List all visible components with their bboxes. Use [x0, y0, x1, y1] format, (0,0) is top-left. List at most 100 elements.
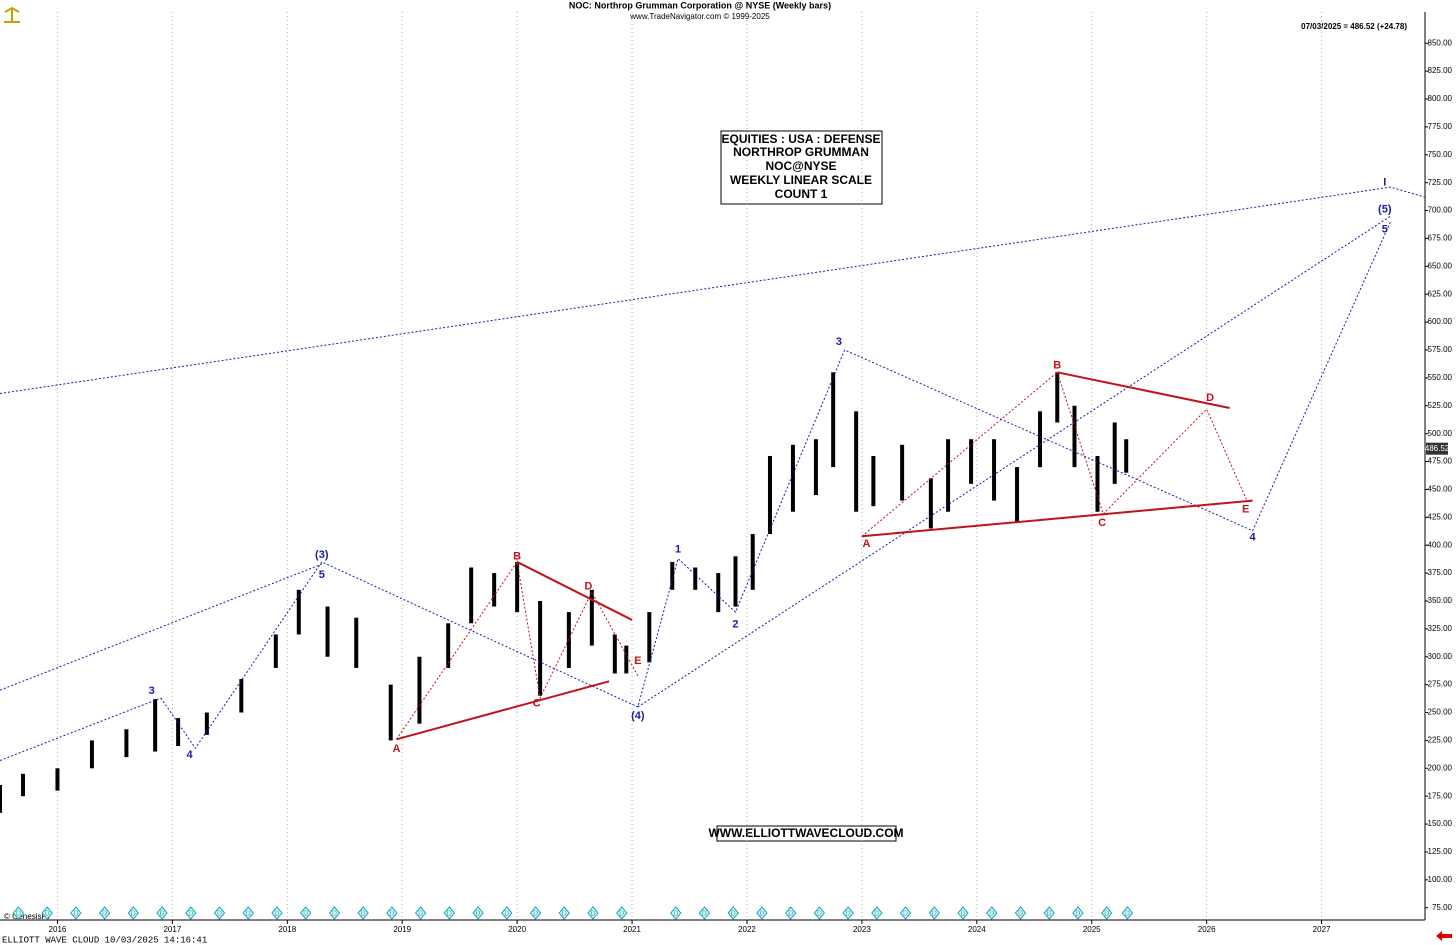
dividend-label: D — [1047, 910, 1052, 917]
price-bar — [969, 439, 974, 484]
y-tick-label: 100.00 — [1428, 875, 1453, 884]
y-tick-label: 750.00 — [1428, 150, 1453, 159]
wave-label: 3 — [149, 685, 155, 697]
wave-label: C — [533, 698, 541, 710]
wave-label: A — [392, 743, 400, 755]
price-bar — [1072, 405, 1077, 468]
y-tick-label: 325.00 — [1428, 624, 1453, 633]
wave-label: E — [634, 655, 641, 667]
price-bar — [716, 573, 721, 613]
wave-label: (4) — [631, 710, 645, 722]
dividend-marker — [386, 906, 398, 920]
info-line: NORTHROP GRUMMAN — [733, 145, 869, 159]
y-tick-label: 225.00 — [1428, 736, 1453, 745]
chart-title: NOC: Northrop Grumman Corporation @ NYSE… — [569, 0, 831, 10]
wave-line — [516, 561, 633, 621]
dividend-label: D — [1104, 910, 1109, 917]
price-bar — [750, 534, 755, 590]
scroll-arrow[interactable] — [1436, 931, 1452, 941]
source: © GenesisFT — [4, 912, 51, 921]
dividend-label: D — [759, 910, 764, 917]
dividend-marker — [41, 906, 53, 920]
dividend-label: D — [45, 910, 50, 917]
wave-label: B — [513, 550, 521, 562]
price-bar — [124, 729, 129, 758]
dividend-label: D — [188, 910, 193, 917]
price-bar — [538, 600, 543, 696]
price-bar — [273, 634, 278, 668]
price-bar — [446, 623, 451, 668]
dividend-marker — [156, 906, 168, 920]
wave-line — [396, 560, 639, 740]
price-bar — [20, 773, 25, 797]
dividend-marker — [928, 906, 940, 920]
y-tick-label: 300.00 — [1428, 652, 1453, 661]
dividend-marker — [529, 906, 542, 920]
y-tick-label: 375.00 — [1428, 568, 1453, 577]
dividend-label: D — [989, 910, 994, 917]
dividend-marker — [328, 906, 341, 920]
dividend-label: D — [447, 910, 452, 917]
wave-label: 4 — [1250, 531, 1257, 543]
wave-label: (5) — [1378, 203, 1392, 215]
wave-label: 5 — [319, 569, 325, 581]
price-bar — [388, 684, 393, 741]
y-tick-label: 350.00 — [1428, 596, 1453, 605]
price-bar — [992, 439, 997, 501]
y-tick-label: 425.00 — [1428, 512, 1453, 521]
dividend-label: D — [903, 910, 908, 917]
price-bar — [325, 606, 330, 657]
wave-label: A — [863, 538, 871, 550]
x-tick-label: 2016 — [49, 925, 67, 934]
dividend-marker — [727, 906, 739, 920]
wave-line — [0, 563, 322, 691]
dividend-marker — [587, 906, 599, 920]
dividend-label: D — [1125, 910, 1130, 917]
dividend-marker — [1014, 906, 1027, 920]
wave-label: 3 — [836, 336, 842, 348]
price-bar — [624, 645, 629, 674]
wave-line — [160, 221, 1391, 750]
price-bar — [0, 785, 2, 813]
dividend-label: D — [619, 910, 624, 917]
dividend-label: D — [731, 910, 736, 917]
dividend-label: D — [1075, 910, 1080, 917]
dividend-label: D — [389, 910, 394, 917]
x-tick-label: 2022 — [738, 925, 756, 934]
dividend-marker — [1043, 906, 1055, 920]
dividend-marker — [185, 906, 197, 920]
y-tick-label: 400.00 — [1428, 540, 1453, 549]
info-line: WEEKLY LINEAR SCALE — [730, 173, 872, 187]
info-box — [720, 130, 883, 205]
x-tick-label: 2023 — [853, 925, 871, 934]
dividend-marker — [12, 906, 25, 920]
price-bar — [176, 718, 181, 746]
price-bar — [854, 411, 859, 512]
y-tick-label: 475.00 — [1428, 457, 1453, 466]
price-bar — [354, 617, 359, 668]
wave-label: 1 — [675, 544, 681, 556]
wave-label: 5 — [1382, 223, 1388, 235]
wave-label: B — [1053, 360, 1061, 372]
last-quote: 07/03/2025 = 486.52 (+24.78) — [1301, 22, 1407, 31]
dividend-label: D — [418, 910, 423, 917]
y-tick-label: 200.00 — [1428, 763, 1453, 772]
dividend-marker — [871, 906, 883, 920]
wave-label: (3) — [315, 549, 329, 561]
price-bar — [492, 573, 497, 607]
price-bar — [612, 634, 617, 674]
dividend-label: D — [246, 910, 251, 917]
price-bar — [1015, 467, 1020, 523]
price-bar — [813, 439, 818, 496]
price-bar — [1055, 372, 1060, 423]
dividend-marker — [242, 906, 254, 920]
last-price-badge — [1426, 442, 1448, 455]
y-tick-label: 250.00 — [1428, 708, 1453, 717]
wave-line — [861, 499, 1253, 538]
dividend-marker — [842, 906, 854, 920]
price-bar — [204, 712, 209, 735]
price-bar — [1124, 439, 1129, 473]
y-tick-label: 725.00 — [1428, 178, 1453, 187]
price-bar — [767, 455, 772, 535]
dividend-label: D — [131, 910, 136, 917]
